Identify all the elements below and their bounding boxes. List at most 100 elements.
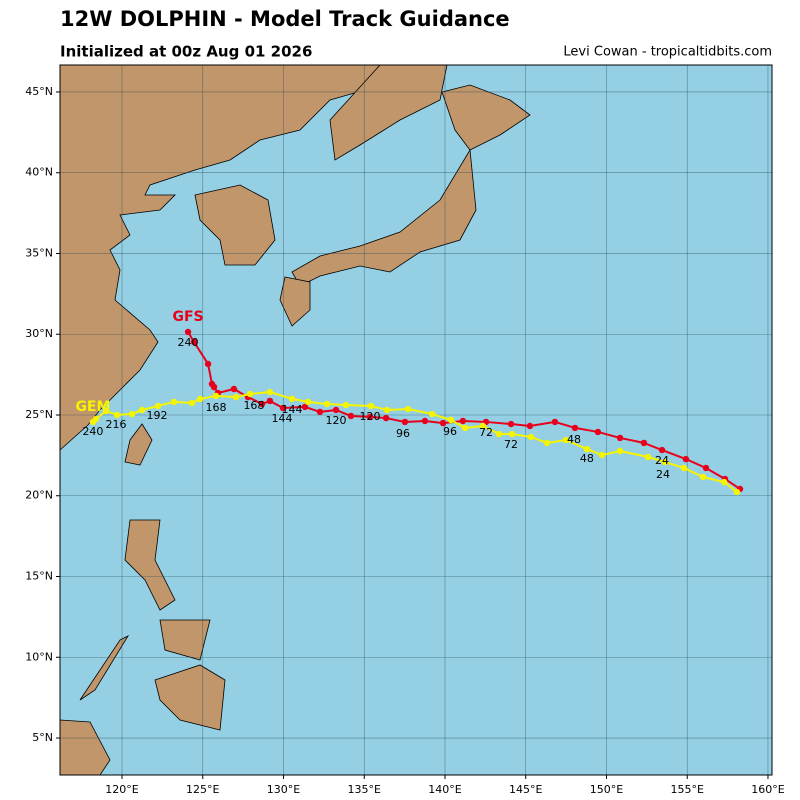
x-tick-label: 150°E bbox=[590, 783, 623, 796]
track-point bbox=[447, 416, 455, 424]
track-point bbox=[616, 447, 624, 455]
x-tick-label: 145°E bbox=[509, 783, 542, 796]
y-tick-label: 30°N bbox=[25, 327, 53, 340]
track-point bbox=[301, 403, 309, 411]
track-point bbox=[616, 434, 624, 442]
land-layer bbox=[60, 65, 531, 775]
track-point bbox=[190, 338, 198, 346]
track-point bbox=[682, 455, 690, 463]
track-point bbox=[204, 360, 212, 368]
series-label: GEM bbox=[75, 399, 110, 415]
hour-label: 120 bbox=[325, 414, 346, 427]
x-tick-label: 125°E bbox=[186, 783, 219, 796]
hour-label: 120 bbox=[360, 410, 381, 423]
track-point bbox=[154, 402, 162, 410]
track-point bbox=[594, 428, 602, 436]
track-point bbox=[316, 408, 324, 416]
track-point bbox=[461, 424, 469, 432]
hour-label: 96 bbox=[396, 427, 410, 440]
hour-label: 48 bbox=[580, 452, 594, 465]
series-label: GFS bbox=[172, 309, 203, 325]
hour-label: 24 bbox=[655, 454, 669, 467]
mainland-asia bbox=[60, 65, 421, 451]
track-point bbox=[170, 398, 178, 406]
track-point bbox=[230, 385, 238, 393]
track-point bbox=[383, 406, 391, 414]
ocean bbox=[60, 65, 772, 775]
track-point bbox=[188, 399, 196, 407]
mindanao bbox=[154, 664, 226, 731]
track-point bbox=[212, 392, 220, 400]
y-tick-label: 20°N bbox=[25, 489, 53, 502]
track-point bbox=[208, 380, 216, 388]
track-point bbox=[332, 406, 340, 414]
y-tick-label: 15°N bbox=[25, 570, 53, 583]
y-tick-label: 35°N bbox=[25, 246, 53, 259]
kyushu bbox=[279, 276, 311, 327]
track-point bbox=[439, 419, 447, 427]
track-point bbox=[495, 430, 503, 438]
hour-label: 144 bbox=[282, 403, 303, 416]
track-point bbox=[661, 458, 669, 466]
track-point bbox=[266, 388, 274, 396]
track-point bbox=[526, 422, 534, 430]
hour-label: 168 bbox=[243, 399, 264, 412]
russia-coast bbox=[329, 65, 448, 161]
subtitle: Initialized at 00z Aug 01 2026 bbox=[60, 43, 312, 61]
track-point bbox=[658, 446, 666, 454]
y-tick-label: 5°N bbox=[32, 731, 53, 744]
track-point bbox=[89, 418, 97, 426]
track-point bbox=[507, 420, 515, 428]
track-point bbox=[551, 418, 559, 426]
track-point bbox=[138, 406, 146, 414]
track-point bbox=[644, 453, 652, 461]
track-point bbox=[258, 400, 266, 408]
track-point bbox=[366, 413, 374, 421]
track-point bbox=[342, 401, 350, 409]
track-point bbox=[428, 410, 436, 418]
track-point bbox=[246, 390, 254, 398]
x-tick-label: 160°E bbox=[751, 783, 784, 796]
track-point bbox=[128, 410, 136, 418]
hour-label: 240 bbox=[82, 425, 103, 438]
track-point bbox=[733, 488, 741, 496]
taiwan bbox=[124, 423, 153, 466]
track-point bbox=[562, 436, 570, 444]
track-point bbox=[279, 404, 287, 412]
hour-label: 96 bbox=[443, 425, 457, 438]
x-tick-label: 130°E bbox=[267, 783, 300, 796]
track-point bbox=[347, 412, 355, 420]
track-point bbox=[583, 445, 591, 453]
hour-label: 192 bbox=[147, 409, 168, 422]
track-point bbox=[404, 405, 412, 413]
y-tick-label: 40°N bbox=[25, 166, 53, 179]
data-layer: 120°E 125°E 130°E 135°E 140°E 145°E 150°E 155°E… bbox=[25, 65, 785, 796]
hokkaido bbox=[441, 84, 531, 151]
borneo bbox=[60, 719, 111, 775]
x-tick-label: 135°E bbox=[348, 783, 381, 796]
track-point bbox=[421, 417, 429, 425]
hour-label: 144 bbox=[272, 412, 293, 425]
hour-label: 72 bbox=[479, 426, 493, 439]
hour-label: 240 bbox=[178, 336, 199, 349]
track-point bbox=[184, 328, 192, 336]
hour-label: 48 bbox=[567, 433, 581, 446]
map-frame bbox=[59, 64, 773, 776]
x-tick-label: 140°E bbox=[428, 783, 461, 796]
track-point bbox=[266, 397, 274, 405]
y-tick-label: 10°N bbox=[25, 650, 53, 663]
track-point bbox=[598, 451, 606, 459]
track-point bbox=[720, 478, 728, 486]
hour-label: 216 bbox=[106, 418, 127, 431]
honshu bbox=[291, 148, 477, 287]
palawan bbox=[79, 635, 130, 701]
track-point bbox=[102, 407, 110, 415]
track-point bbox=[479, 422, 487, 430]
track-point bbox=[699, 473, 707, 481]
track-point bbox=[232, 393, 240, 401]
title: 12W DOLPHIN - Model Track Guidance bbox=[60, 7, 510, 31]
track-point bbox=[288, 395, 296, 403]
hour-label: 24 bbox=[656, 468, 670, 481]
x-tick-label: 120°E bbox=[105, 783, 138, 796]
